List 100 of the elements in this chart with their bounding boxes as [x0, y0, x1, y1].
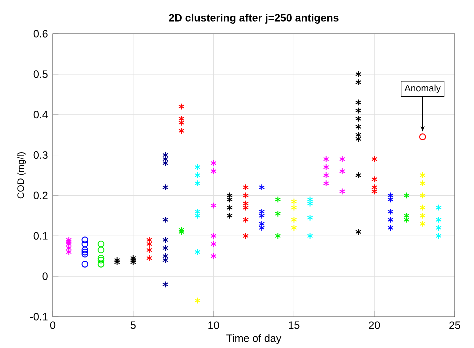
y-tick-label: 0.5	[34, 70, 48, 78]
point	[323, 164, 330, 171]
point	[162, 244, 169, 252]
point	[194, 297, 201, 304]
point	[420, 212, 426, 220]
y-tick-label: 0.1	[34, 232, 48, 240]
point	[356, 107, 362, 114]
point	[242, 192, 249, 200]
point	[242, 184, 249, 192]
point	[356, 172, 362, 179]
point	[259, 220, 266, 228]
point	[404, 192, 410, 200]
point	[436, 224, 442, 232]
point	[194, 248, 201, 256]
point	[146, 236, 152, 244]
annotation: Anomaly	[404, 84, 441, 94]
point	[404, 212, 410, 220]
point	[162, 281, 169, 288]
point	[291, 198, 298, 206]
point	[291, 216, 298, 224]
point	[242, 232, 249, 240]
point	[98, 254, 105, 262]
y-tick-label: 0.3	[34, 152, 48, 160]
point	[259, 224, 266, 232]
point	[356, 132, 362, 138]
point	[66, 248, 72, 256]
point	[242, 204, 249, 212]
point	[388, 208, 394, 216]
point	[210, 252, 217, 260]
y-tick-label: -0.1	[30, 313, 48, 321]
point	[291, 224, 298, 232]
point	[436, 204, 442, 212]
point	[388, 216, 394, 224]
point	[388, 224, 394, 232]
point	[210, 168, 217, 175]
point	[275, 232, 282, 240]
point	[356, 71, 362, 78]
point	[388, 192, 394, 200]
point	[356, 115, 362, 122]
point	[98, 261, 105, 268]
point	[356, 124, 362, 130]
point	[420, 204, 426, 212]
point	[178, 128, 185, 134]
point	[339, 156, 346, 163]
point	[372, 188, 378, 196]
point	[372, 184, 378, 192]
point	[323, 172, 330, 179]
x-axis-title: Time of day	[226, 334, 282, 344]
point	[323, 156, 330, 163]
point	[356, 228, 362, 236]
point	[98, 246, 105, 254]
point	[242, 216, 249, 224]
point	[420, 220, 426, 228]
y-axis-title: COD (mg/l)	[17, 152, 26, 199]
x-tick-label: 5	[130, 322, 136, 330]
point	[226, 196, 233, 204]
point	[162, 252, 169, 260]
point	[178, 120, 185, 126]
point	[420, 180, 426, 187]
point	[162, 236, 169, 244]
point	[162, 160, 169, 167]
point	[210, 240, 217, 248]
point	[114, 256, 120, 264]
point	[356, 99, 362, 106]
point	[275, 196, 282, 204]
x-tick-label: 10	[208, 322, 220, 330]
y-tick-label: 0.2	[34, 192, 48, 200]
x-tick-label: 15	[289, 322, 300, 330]
point	[339, 168, 346, 175]
point	[162, 256, 169, 264]
point	[275, 210, 282, 218]
y-tick-label: 0	[42, 272, 48, 280]
point	[372, 156, 378, 163]
point	[226, 212, 233, 220]
point	[388, 196, 394, 204]
point	[436, 232, 442, 240]
point	[210, 232, 217, 240]
point	[259, 208, 266, 216]
point	[82, 261, 89, 268]
point	[420, 172, 426, 179]
point	[419, 134, 426, 140]
point	[146, 254, 152, 262]
point	[404, 216, 410, 224]
point	[291, 204, 298, 212]
point	[98, 256, 105, 264]
point	[259, 184, 266, 192]
point	[210, 160, 217, 167]
x-tick-label: 20	[369, 322, 380, 330]
point	[66, 244, 72, 252]
point	[356, 79, 362, 86]
y-tick-label: 0.6	[34, 30, 48, 38]
point	[356, 136, 362, 143]
chart-title: 2D clustering after j=250 antigens	[169, 14, 339, 24]
point	[82, 246, 89, 254]
point	[194, 172, 201, 179]
point	[178, 228, 185, 236]
point	[146, 246, 152, 254]
point	[162, 156, 169, 163]
point	[178, 103, 185, 110]
point	[226, 192, 233, 200]
